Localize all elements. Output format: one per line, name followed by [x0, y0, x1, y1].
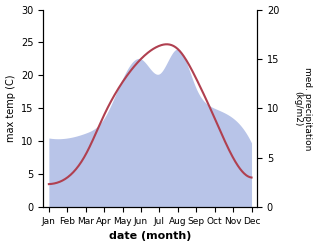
X-axis label: date (month): date (month) — [109, 231, 191, 242]
Y-axis label: med. precipitation
(kg/m2): med. precipitation (kg/m2) — [293, 67, 313, 150]
Y-axis label: max temp (C): max temp (C) — [5, 75, 16, 142]
